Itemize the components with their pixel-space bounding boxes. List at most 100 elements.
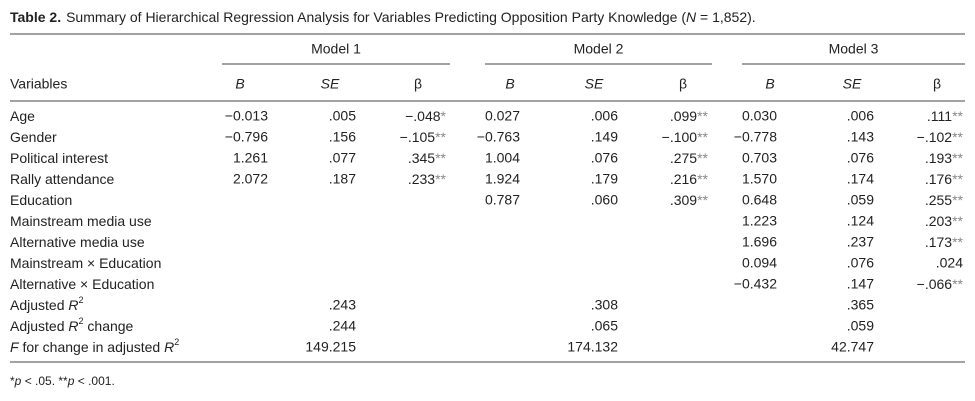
row-label: Age — [10, 108, 35, 124]
text-segment: for change in adjusted — [19, 339, 165, 355]
row-label: Alternative × Education — [10, 276, 154, 292]
stat-header: B — [505, 76, 514, 92]
cell: 1.223 — [742, 213, 777, 229]
cell: .143 — [847, 129, 874, 145]
row-label: F for change in adjusted R2 — [10, 337, 179, 354]
cell: .076 — [847, 255, 874, 271]
cell: −0.778 — [734, 129, 777, 145]
variables-header: Variables — [10, 76, 67, 92]
text-segment: Rally attendance — [10, 171, 115, 187]
text-segment: Political interest — [10, 150, 108, 166]
text-segment: p — [14, 374, 22, 388]
text-segment: change — [84, 318, 134, 334]
text-segment: Mainstream media use — [10, 213, 152, 229]
stat-header: B — [235, 76, 244, 92]
row-label: Adjusted R2 — [10, 295, 84, 312]
cell: 0.027 — [485, 108, 520, 124]
cell: −0.013 — [225, 108, 268, 124]
text-segment: R — [164, 339, 174, 355]
cell: 0.648 — [742, 192, 777, 208]
cell: .255** — [925, 192, 964, 208]
stat-header: SE — [585, 76, 604, 92]
text-segment: * — [10, 374, 15, 388]
cell: .059 — [847, 318, 874, 334]
cell: .065 — [591, 318, 618, 334]
cell: −0.796 — [225, 129, 268, 145]
text-segment: R — [68, 297, 78, 313]
text-segment: Age — [10, 108, 35, 124]
stat-header: β — [414, 76, 422, 92]
cell: .174 — [847, 171, 874, 187]
text-segment: Gender — [10, 129, 57, 145]
cell: 0.787 — [485, 192, 520, 208]
text-segment: 2 — [79, 295, 84, 305]
cell: .203** — [925, 213, 964, 229]
cell: .099** — [670, 108, 709, 124]
cell: .237 — [847, 234, 874, 250]
cell: 1.004 — [485, 150, 520, 166]
stat-header: B — [765, 76, 774, 92]
cell: −.066** — [917, 276, 964, 292]
cell: .149 — [591, 129, 618, 145]
text-segment: 2 — [79, 316, 84, 326]
footnote: *p < .05. **p < .001. — [10, 374, 115, 388]
caption: Table 2. Summary of Hierarchical Regressi… — [10, 9, 756, 25]
text-segment: < .05. ** — [21, 374, 68, 388]
text-segment: R — [68, 318, 78, 334]
caption-text: = 1,852). — [696, 9, 756, 25]
cell: .059 — [847, 192, 874, 208]
cell: .111** — [927, 108, 964, 124]
cell: .076 — [847, 150, 874, 166]
caption-n: N — [686, 9, 697, 25]
cell: −0.763 — [477, 129, 520, 145]
cell: −.102** — [917, 129, 964, 145]
model-header: Model 3 — [829, 41, 879, 57]
caption-text: Summary of Hierarchical Regression Analy… — [66, 9, 686, 25]
text-segment: Mainstream × Education — [10, 255, 161, 271]
cell: .147 — [847, 276, 874, 292]
model-header: Model 2 — [574, 41, 624, 57]
cell: .243 — [329, 297, 356, 313]
cell: .233** — [408, 171, 447, 187]
cell: .124 — [847, 213, 874, 229]
cell: 2.072 — [233, 171, 268, 187]
cell: .173** — [925, 234, 964, 250]
cell: .187 — [329, 171, 356, 187]
row-label: Mainstream media use — [10, 213, 152, 229]
model-header: Model 1 — [311, 41, 361, 57]
row-label: Gender — [10, 129, 57, 145]
text-segment: 2 — [174, 337, 179, 347]
cell: .176** — [925, 171, 964, 187]
cell: .193** — [925, 150, 964, 166]
cell: .244 — [329, 318, 356, 334]
row-label: Alternative media use — [10, 234, 145, 250]
stat-header: SE — [321, 76, 340, 92]
cell: −.105** — [400, 129, 447, 145]
cell: .076 — [591, 150, 618, 166]
stat-header: β — [679, 76, 687, 92]
cell: .345** — [408, 150, 447, 166]
cell: .309** — [670, 192, 709, 208]
cell: .275** — [670, 150, 709, 166]
text-segment: F — [10, 339, 20, 355]
cell: .060 — [591, 192, 618, 208]
cell: .006 — [847, 108, 874, 124]
cell: 149.215 — [305, 339, 356, 355]
cell: .216** — [670, 171, 709, 187]
cell: 42.747 — [831, 339, 874, 355]
text-segment: Alternative media use — [10, 234, 145, 250]
cell: 0.703 — [742, 150, 777, 166]
text-segment: Alternative × Education — [10, 276, 154, 292]
text-segment: p — [67, 374, 75, 388]
cell: 1.261 — [233, 150, 268, 166]
row-label: Rally attendance — [10, 171, 115, 187]
text-segment: Education — [10, 192, 72, 208]
row-label: Political interest — [10, 150, 108, 166]
cell: −.100** — [662, 129, 709, 145]
cell: .365 — [847, 297, 874, 313]
cell: .077 — [329, 150, 356, 166]
cell: 1.696 — [742, 234, 777, 250]
stat-header: β — [933, 76, 941, 92]
cell: .179 — [591, 171, 618, 187]
